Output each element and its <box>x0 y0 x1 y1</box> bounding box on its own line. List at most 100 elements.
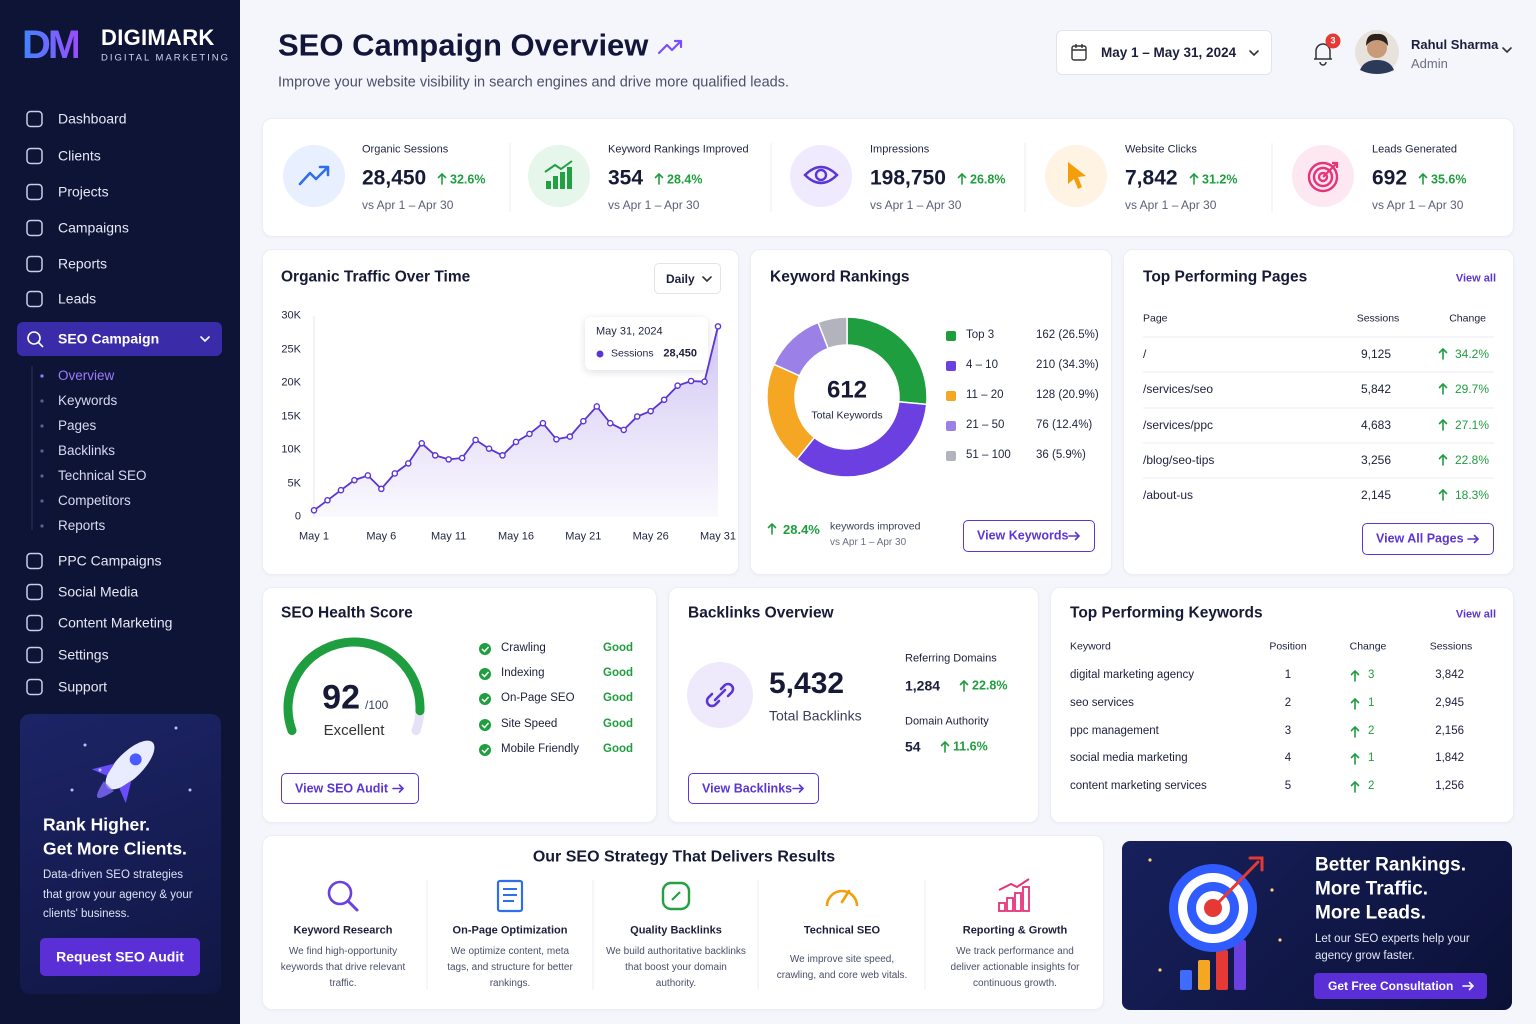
legend-label: Top 3 <box>966 329 995 342</box>
keyword-change: 2 <box>1368 725 1375 738</box>
nav-item[interactable]: Clients <box>58 147 101 164</box>
kpi-value: 354 <box>608 166 644 190</box>
subnav-item[interactable]: Pages <box>58 417 97 433</box>
keyword-sessions: 1,256 <box>1435 780 1464 793</box>
nav-active[interactable] <box>17 322 222 356</box>
button-label[interactable]: View Keywords <box>977 528 1069 543</box>
keyword-sessions: 1,842 <box>1435 752 1464 765</box>
cta-button[interactable] <box>1314 973 1487 999</box>
page-path: /blog/seo-tips <box>1143 452 1215 467</box>
kpi-compare: vs Apr 1 – Apr 30 <box>1125 197 1217 212</box>
legend-value: 36 (5.9%) <box>1036 449 1086 462</box>
check-status: Good <box>603 743 634 756</box>
card-title: Top Performing Keywords <box>1070 604 1263 622</box>
subnav-item[interactable]: Backlinks <box>58 442 116 458</box>
legend-value: 76 (12.4%) <box>1036 419 1093 432</box>
page-title: SEO Campaign Overview <box>278 27 649 63</box>
notification-count[interactable]: 3 <box>1330 35 1336 46</box>
kpi-change: 32.6% <box>450 172 486 187</box>
cta-button-label[interactable]: Get Free Consultation <box>1328 978 1454 993</box>
keyword-sessions: 2,156 <box>1435 725 1464 738</box>
x-tick-label: May 11 <box>431 530 467 543</box>
page-change: 18.3% <box>1454 487 1489 502</box>
view-all-link[interactable]: View all <box>1455 272 1496 285</box>
nav-item[interactable]: Content Marketing <box>58 614 173 631</box>
date-picker[interactable] <box>1056 30 1272 75</box>
nav-item[interactable]: Dashboard <box>58 110 127 127</box>
chevron <box>1502 47 1512 54</box>
trend-icon <box>657 39 683 55</box>
subnav-item[interactable]: Keywords <box>58 392 118 408</box>
x-tick-label: May 21 <box>565 530 602 543</box>
page-path: /services/ppc <box>1143 417 1214 432</box>
kpi-label: Impressions <box>870 143 930 156</box>
nav-item[interactable]: Campaigns <box>58 219 129 236</box>
kpi-label: Leads Generated <box>1372 143 1458 156</box>
legend-value: 210 (34.3%) <box>1036 359 1099 372</box>
page-subtitle: Improve your website visibility in searc… <box>278 74 789 91</box>
nav-item[interactable]: Social Media <box>58 583 139 600</box>
promo-headline: Get More Clients. <box>43 838 187 859</box>
nav-item[interactable]: PPC Campaigns <box>58 552 162 569</box>
strategy-card <box>262 835 1104 1010</box>
score-value: 92 <box>322 678 360 717</box>
promo-button[interactable] <box>40 938 200 976</box>
promo-headline: Rank Higher. <box>43 814 150 835</box>
brand-name: DIGIMARK <box>101 24 215 50</box>
nav-item[interactable]: Leads <box>58 290 97 307</box>
y-tick-label: 20K <box>281 376 301 389</box>
column-header: Change <box>1349 640 1387 653</box>
keyword-position: 5 <box>1284 780 1292 793</box>
backlinks-total: 5,432 <box>769 667 845 700</box>
keyword-change: 1 <box>1368 752 1375 765</box>
column-header: Sessions <box>1356 312 1400 325</box>
check-status: Good <box>603 692 634 705</box>
keyword: content marketing services <box>1070 780 1207 793</box>
keyword-change: 1 <box>1368 697 1375 710</box>
view-all-link[interactable]: View all <box>1455 608 1496 621</box>
promo-button-label[interactable]: Request SEO Audit <box>56 948 184 965</box>
subnav-item[interactable]: Competitors <box>58 492 131 508</box>
date-range[interactable]: May 1 – May 31, 2024 <box>1101 44 1237 60</box>
tooltip-value: 28,450 <box>663 347 697 360</box>
kpi-compare: vs Apr 1 – Apr 30 <box>870 197 962 212</box>
avatar-hair <box>1366 33 1388 46</box>
user-name[interactable]: Rahul Sharma <box>1411 37 1499 53</box>
period-label[interactable]: Daily <box>666 271 695 286</box>
page-path: /about-us <box>1143 487 1194 502</box>
nav-item[interactable]: Reports <box>58 255 108 272</box>
button-label[interactable]: View Backlinks <box>702 781 793 795</box>
keyword: social media marketing <box>1070 752 1188 765</box>
kpi-label: Organic Sessions <box>362 143 449 156</box>
page-change: 27.1% <box>1454 417 1489 432</box>
legend-value: 128 (20.9%) <box>1036 389 1099 402</box>
legend-label: 51 – 100 <box>966 449 1011 462</box>
nav-item[interactable]: Settings <box>58 646 109 663</box>
page-sessions: 4,683 <box>1360 417 1391 432</box>
page-change: 22.8% <box>1454 452 1489 467</box>
strategy-item-text: We find high-opportunity keywords that d… <box>280 946 406 989</box>
subnav-item[interactable]: Reports <box>58 517 106 533</box>
keyword: digital marketing agency <box>1070 669 1195 682</box>
column-header: Keyword <box>1070 640 1111 653</box>
kpi-value: 28,450 <box>362 166 427 190</box>
subnav-item[interactable]: Technical SEO <box>58 467 147 483</box>
keyword-change: 2 <box>1368 780 1375 793</box>
user-role: Admin <box>1411 56 1448 72</box>
avatar <box>1355 30 1399 74</box>
x-tick-label: May 6 <box>366 530 397 543</box>
kpi-value: 7,842 <box>1125 166 1178 190</box>
check-name: Mobile Friendly <box>501 743 579 756</box>
nav-item-active[interactable]: SEO Campaign <box>58 330 160 347</box>
metric-change: 11.6% <box>953 739 988 754</box>
button-label[interactable]: View All Pages <box>1376 531 1464 546</box>
nav-item[interactable]: Projects <box>58 183 109 200</box>
period-select[interactable] <box>654 263 721 294</box>
card-title: Keyword Rankings <box>770 268 910 286</box>
button-label[interactable]: View SEO Audit <box>295 781 389 795</box>
y-tick-label: 25K <box>281 342 301 355</box>
donut-total: 612 <box>826 376 868 404</box>
kpi-label: Keyword Rankings Improved <box>608 143 749 156</box>
nav-item[interactable]: Support <box>58 678 108 695</box>
subnav-item[interactable]: Overview <box>58 367 115 383</box>
